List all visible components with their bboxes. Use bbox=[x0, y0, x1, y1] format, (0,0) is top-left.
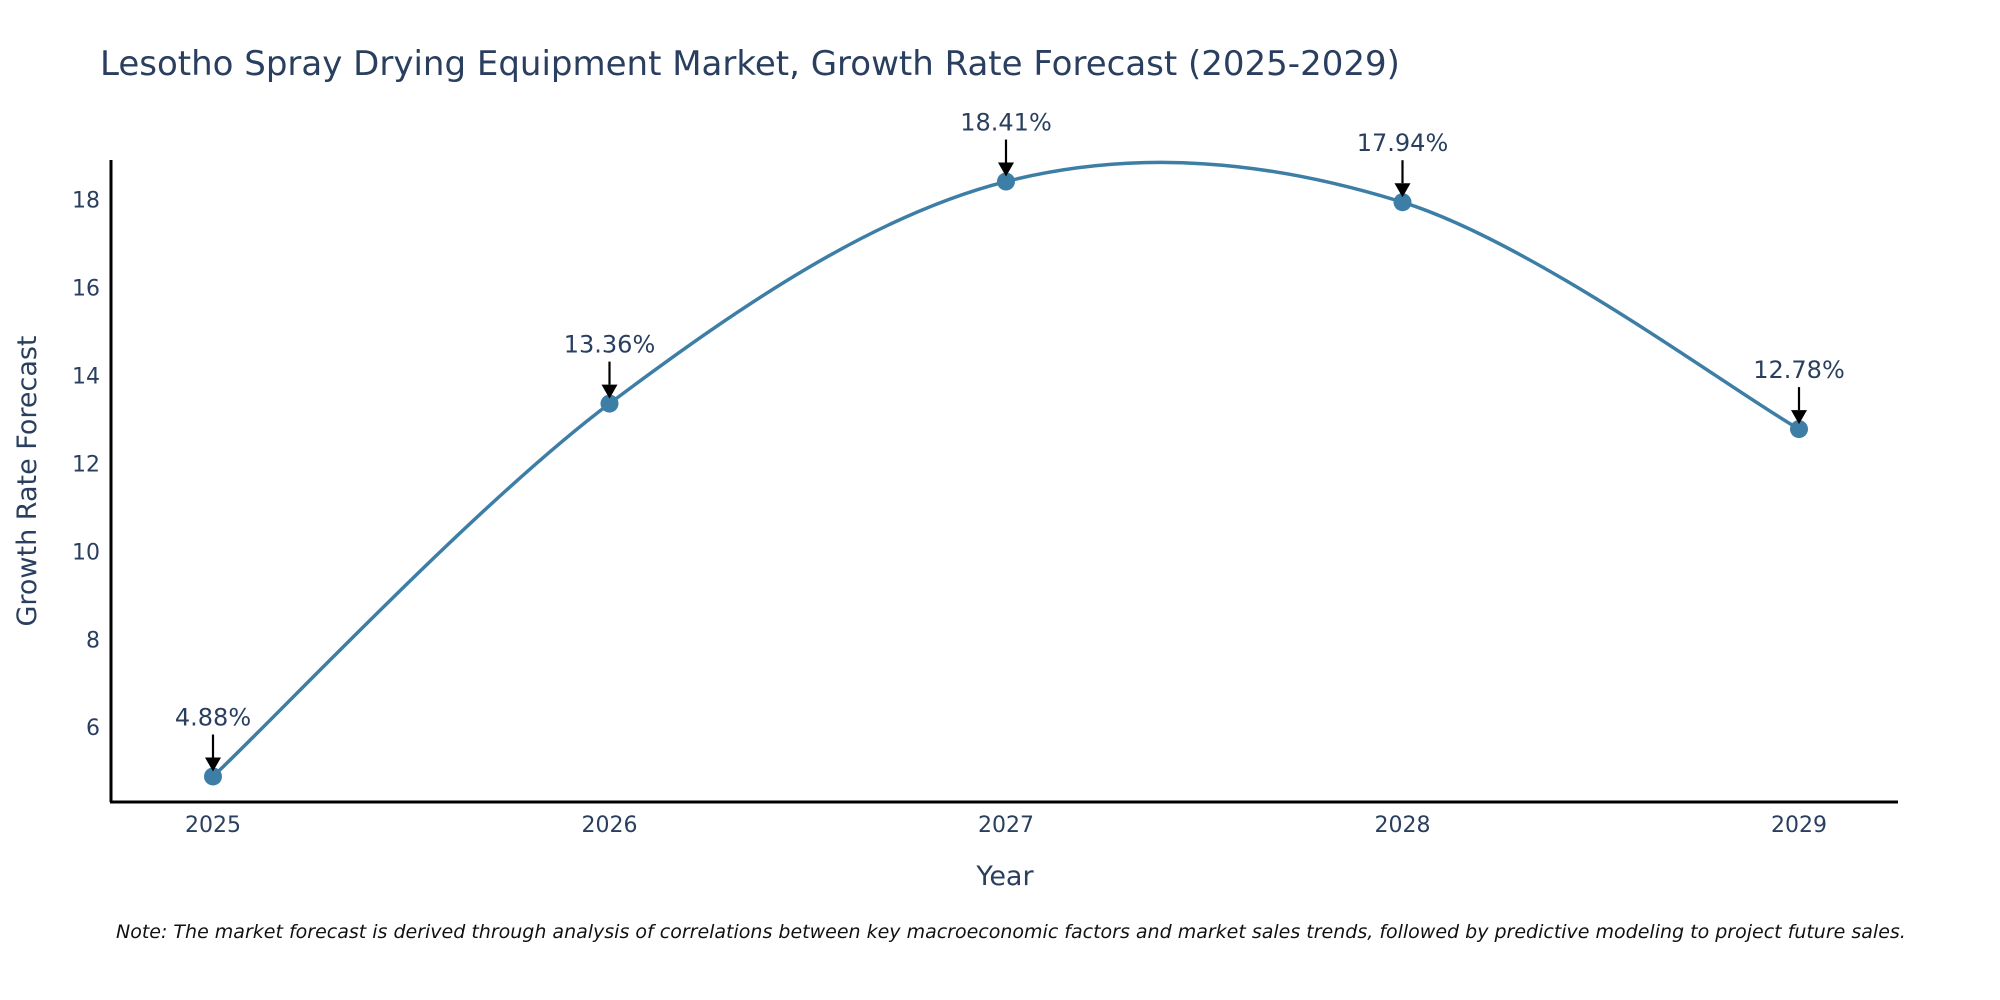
annotation-arrow-head bbox=[205, 757, 221, 772]
data-point bbox=[1790, 420, 1808, 439]
data-point bbox=[1393, 193, 1412, 212]
x-tick-label: 2028 bbox=[1375, 813, 1431, 838]
data-point bbox=[997, 172, 1015, 191]
axes bbox=[109, 160, 1898, 804]
annotation-arrow-head bbox=[1394, 183, 1411, 198]
y-tick-label: 6 bbox=[86, 716, 100, 741]
x-tick-label: 2029 bbox=[1771, 813, 1827, 838]
data-point bbox=[600, 394, 619, 413]
series-line bbox=[211, 160, 1800, 778]
y-tick-label: 16 bbox=[72, 277, 100, 302]
x-tick-label: 2027 bbox=[978, 813, 1034, 838]
data-label: 17.94% bbox=[1357, 129, 1449, 157]
y-tick-labels: 6 8 10 12 14 16 18 bbox=[72, 189, 100, 742]
annotation-arrow-head bbox=[601, 384, 618, 399]
y-tick-label: 14 bbox=[72, 364, 100, 389]
data-label: 18.41% bbox=[960, 109, 1052, 137]
annotation-arrow-head bbox=[998, 162, 1014, 177]
x-tick-label: 2025 bbox=[185, 813, 241, 838]
data-label: 12.78% bbox=[1753, 356, 1845, 384]
y-tick-label: 18 bbox=[72, 189, 100, 214]
data-annotations: 4.88% 13.36% 18.41% 17.94% 12.78% bbox=[175, 109, 1845, 772]
chart-title: Lesotho Spray Drying Equipment Market, G… bbox=[100, 44, 1400, 84]
footnote: Note: The market forecast is derived thr… bbox=[116, 921, 1906, 943]
y-tick-label: 8 bbox=[86, 628, 100, 653]
y-axis-title: Growth Rate Forecast bbox=[12, 335, 43, 626]
x-tick-label: 2026 bbox=[582, 813, 638, 838]
x-axis-title: Year bbox=[975, 861, 1034, 892]
data-label: 13.36% bbox=[564, 331, 656, 359]
data-point bbox=[204, 767, 222, 786]
x-tick-labels: 2025 2026 2027 2028 2029 bbox=[185, 813, 1827, 838]
y-tick-label: 10 bbox=[72, 540, 100, 565]
series-markers bbox=[204, 172, 1808, 786]
data-label: 4.88% bbox=[175, 703, 251, 731]
y-tick-label: 12 bbox=[72, 452, 100, 477]
annotation-arrow-head bbox=[1791, 410, 1807, 425]
